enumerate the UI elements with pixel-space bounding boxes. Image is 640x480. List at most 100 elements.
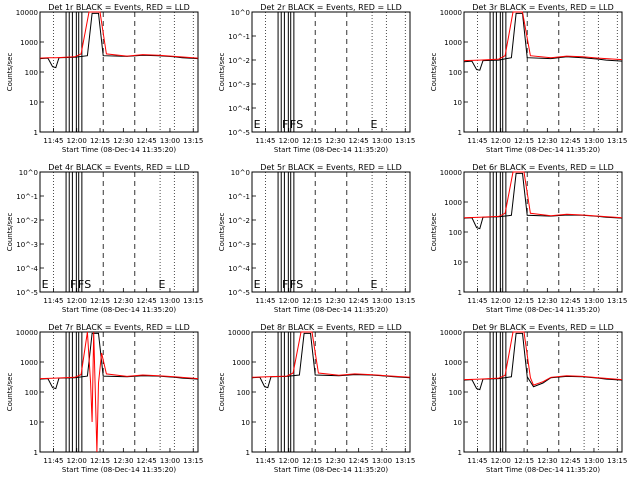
x-tick-label: 12:30	[113, 297, 133, 305]
x-axis-label: Start Time (08-Dec-14 11:35:20)	[62, 146, 176, 154]
y-tick-label: 100	[237, 389, 250, 397]
detector-panel: Det 6r BLACK = Events, RED = LLD 1 10 100 10…	[430, 163, 627, 314]
x-tick-label: 12:45	[349, 137, 369, 145]
y-tick-label: 10^-1	[228, 33, 250, 41]
x-tick-label: 12:45	[137, 137, 157, 145]
x-tick-label: 12:30	[325, 297, 345, 305]
y-tick-label: 10^-1	[16, 193, 38, 201]
x-tick-label: 11:45	[43, 457, 63, 465]
event-marker-label: S	[84, 278, 91, 291]
x-tick-label: 12:30	[537, 137, 557, 145]
x-axis-label: Start Time (08-Dec-14 11:35:20)	[62, 306, 176, 314]
x-tick-label: 12:00	[279, 137, 299, 145]
x-tick-label: 12:00	[491, 137, 511, 145]
x-axis-label: Start Time (08-Dec-14 11:35:20)	[274, 466, 388, 474]
x-tick-label: 13:15	[395, 457, 415, 465]
x-tick-label: 12:15	[514, 137, 534, 145]
event-marker-label: F	[70, 278, 76, 291]
y-tick-label: 10^-2	[228, 57, 250, 65]
x-tick-label: 12:00	[279, 457, 299, 465]
detector-panel: Det 7r BLACK = Events, RED = LLD 1 10 100 10…	[6, 323, 203, 474]
x-tick-label: 12:30	[325, 457, 345, 465]
x-tick-label: 12:30	[113, 137, 133, 145]
y-tick-label: 10	[29, 419, 38, 427]
x-tick-label: 12:15	[90, 137, 110, 145]
event-marker-label: F	[78, 278, 84, 291]
panel-title: Det 6r BLACK = Events, RED = LLD	[472, 163, 614, 172]
detector-panel: Det 2r BLACK = Events, RED = LLD 10^0 10^-…	[218, 3, 415, 154]
x-tick-label: 12:00	[67, 457, 87, 465]
y-tick-label: 10	[29, 99, 38, 107]
y-axis-label: Counts/sec	[430, 53, 438, 92]
lld-series-line	[39, 331, 199, 453]
plot-frame	[251, 171, 411, 293]
event-marker-label: E	[371, 118, 378, 131]
x-tick-label: 12:15	[302, 137, 322, 145]
x-tick-label: 13:00	[584, 297, 604, 305]
y-tick-label: 1000	[232, 359, 250, 367]
panel-title: Det 7r BLACK = Events, RED = LLD	[48, 323, 190, 332]
x-tick-label: 12:15	[514, 457, 534, 465]
y-tick-label: 10^-4	[228, 265, 250, 273]
x-tick-label: 13:15	[395, 297, 415, 305]
panel-title: Det 9r BLACK = Events, RED = LLD	[472, 323, 614, 332]
event-marker-label: F	[290, 118, 296, 131]
y-axis-label: Counts/sec	[218, 373, 226, 412]
detector-panel: Det 8r BLACK = Events, RED = LLD 1 10 100 10…	[218, 323, 415, 474]
x-tick-label: 13:00	[584, 457, 604, 465]
y-tick-label: 10^-4	[16, 265, 38, 273]
x-tick-label: 13:15	[607, 297, 627, 305]
x-tick-label: 11:45	[467, 297, 487, 305]
event-marker-label: F	[290, 278, 296, 291]
y-tick-label: 1	[458, 129, 462, 137]
x-tick-label: 12:45	[561, 457, 581, 465]
y-tick-label: 10	[241, 419, 250, 427]
y-tick-label: 1000	[444, 39, 462, 47]
event-marker-label: S	[296, 278, 303, 291]
event-marker-label: S	[296, 118, 303, 131]
y-tick-label: 10000	[16, 9, 38, 17]
x-tick-label: 12:30	[537, 457, 557, 465]
x-tick-label: 12:15	[90, 297, 110, 305]
detector-panel: Det 5r BLACK = Events, RED = LLD 10^0 10^-…	[218, 163, 415, 314]
x-tick-label: 12:30	[113, 457, 133, 465]
x-tick-label: 12:45	[349, 457, 369, 465]
x-tick-label: 12:15	[302, 297, 322, 305]
x-tick-label: 12:00	[67, 137, 87, 145]
y-axis-label: Counts/sec	[6, 53, 14, 92]
lld-series-line	[251, 331, 411, 378]
plot-frame	[39, 171, 199, 293]
x-axis-label: Start Time (08-Dec-14 11:35:20)	[486, 466, 600, 474]
x-tick-label: 12:45	[349, 297, 369, 305]
x-tick-label: 13:15	[395, 137, 415, 145]
x-tick-label: 12:00	[279, 297, 299, 305]
y-tick-label: 10^-3	[16, 241, 38, 249]
x-tick-label: 13:15	[183, 297, 203, 305]
y-tick-label: 1000	[444, 199, 462, 207]
panel-title: Det 4r BLACK = Events, RED = LLD	[48, 163, 190, 172]
x-tick-label: 13:00	[160, 137, 180, 145]
x-tick-label: 11:45	[255, 297, 275, 305]
y-tick-label: 1	[34, 449, 38, 457]
y-tick-label: 10000	[16, 329, 38, 337]
y-tick-label: 1	[458, 449, 462, 457]
x-tick-label: 12:45	[561, 137, 581, 145]
event-marker-label: E	[371, 278, 378, 291]
x-tick-label: 13:00	[372, 297, 392, 305]
x-axis-label: Start Time (08-Dec-14 11:35:20)	[486, 306, 600, 314]
x-tick-label: 11:45	[255, 137, 275, 145]
y-tick-label: 10^0	[231, 9, 250, 17]
y-axis-label: Counts/sec	[6, 213, 14, 252]
y-tick-label: 10^-3	[228, 241, 250, 249]
x-tick-label: 13:00	[160, 297, 180, 305]
x-tick-label: 12:30	[325, 137, 345, 145]
y-tick-label: 100	[449, 229, 462, 237]
x-axis-label: Start Time (08-Dec-14 11:35:20)	[274, 146, 388, 154]
y-axis-label: Counts/sec	[430, 213, 438, 252]
x-tick-label: 12:15	[514, 297, 534, 305]
y-tick-label: 100	[25, 69, 38, 77]
x-tick-label: 11:45	[43, 137, 63, 145]
x-tick-label: 13:15	[607, 457, 627, 465]
